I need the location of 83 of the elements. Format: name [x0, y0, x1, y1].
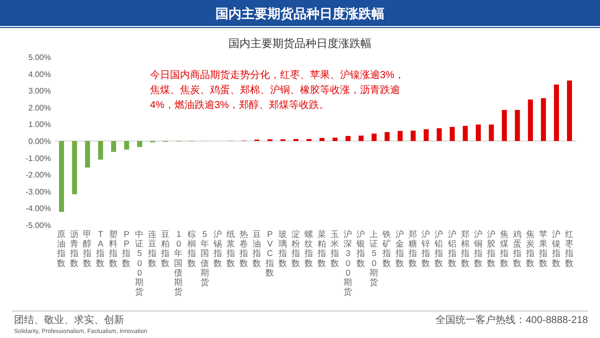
y-tick-label: 3.00%	[28, 86, 51, 96]
x-tick-label: 10年国债期货	[174, 229, 184, 297]
x-tick-label: PP指数	[121, 229, 132, 268]
x-tick-label: 铁矿指数	[382, 229, 392, 268]
x-tick-label: 豆粕指数	[160, 229, 170, 268]
x-tick-label: 纸浆指数	[225, 229, 236, 268]
bar	[372, 134, 377, 141]
bar	[85, 141, 90, 168]
x-tick-label: 棕榈指数	[186, 229, 196, 268]
bar	[358, 136, 364, 141]
y-tick-label: 2.00%	[28, 103, 51, 112]
x-tick-label: 菜粕指数	[316, 229, 327, 268]
bar	[502, 110, 507, 141]
bar	[476, 124, 481, 141]
bar	[424, 129, 429, 141]
bar	[410, 130, 416, 141]
bar	[332, 138, 338, 141]
y-tick-label: 5.00%	[28, 53, 51, 62]
y-tick-label: -1.00%	[26, 154, 51, 163]
x-tick-label: 淀粉指数	[290, 229, 300, 268]
bar	[98, 141, 104, 160]
x-tick-label: 塑料指数	[108, 229, 118, 268]
y-tick-label: -4.00%	[26, 204, 51, 214]
x-tick-label: 沪胶指数	[486, 229, 496, 268]
bar	[346, 136, 351, 141]
bar	[540, 98, 546, 141]
bar	[124, 141, 130, 150]
x-tick-label: 焦煤指数	[498, 229, 509, 268]
y-tick-label: -5.00%	[26, 221, 51, 230]
x-tick-label: 红枣指数	[564, 229, 574, 268]
x-tick-label: 沪银指数	[356, 229, 366, 268]
x-tick-label: 苹果指数	[538, 229, 548, 268]
bar	[488, 124, 494, 141]
bar	[462, 126, 468, 141]
bar	[59, 141, 64, 212]
y-tick-label: -2.00%	[26, 170, 51, 180]
x-tick-label: 沪镍指数	[550, 229, 561, 268]
x-tick-label: 沪锡指数	[212, 229, 222, 268]
bar	[554, 84, 559, 141]
y-tick-label: -3.00%	[26, 187, 51, 196]
x-tick-label: 连豆指数	[147, 229, 158, 268]
x-tick-label: 玉米指数	[330, 229, 340, 268]
x-tick-label: 原油指数	[56, 229, 66, 268]
x-tick-label: 沥青指数	[69, 229, 80, 268]
bar	[137, 141, 142, 148]
x-tick-label: 沪深300期货	[344, 229, 353, 297]
x-tick-label: 沪铜指数	[472, 229, 483, 268]
bar	[566, 80, 572, 141]
x-tick-label: 豆油指数	[251, 229, 262, 268]
x-tick-label: PVC指数	[264, 229, 274, 278]
x-tick-label: 玻璃指数	[277, 229, 288, 268]
x-tick-label: 螺纹指数	[303, 229, 314, 268]
chart-title: 国内主要期货品种日度涨跌幅	[216, 6, 384, 21]
bar	[72, 141, 78, 194]
x-tick-label: 中证500期货	[135, 229, 144, 297]
text: 全国统一客户热线：400-8888-218	[436, 314, 588, 326]
bar	[384, 132, 390, 141]
x-tick-label: 焦炭指数	[524, 229, 535, 268]
bar	[528, 100, 533, 141]
x-tick-label: 5年国债期货	[200, 229, 210, 287]
text: 团结、敬业、求实、创新	[14, 314, 124, 326]
x-tick-label: 沪铅指数	[434, 229, 444, 268]
x-tick-label: 鸡蛋指数	[512, 229, 522, 268]
x-tick-label: 上证50期货	[370, 229, 379, 287]
bar	[398, 130, 403, 141]
bar	[436, 128, 442, 141]
y-tick-label: 1.00%	[28, 120, 51, 130]
bar	[111, 141, 116, 152]
x-tick-label: 甲醇指数	[82, 229, 92, 268]
x-tick-label: 沪金指数	[394, 229, 405, 268]
x-tick-label: TA指数	[95, 229, 106, 268]
y-tick-label: 4.00%	[28, 70, 51, 79]
bar	[514, 110, 520, 141]
chart-subtitle: 国内主要期货品种日度涨跌幅	[228, 37, 372, 50]
x-tick-label: 热卷指数	[238, 229, 248, 268]
x-tick-label: 郑棉指数	[460, 229, 470, 268]
x-tick-label: 郑糖指数	[408, 229, 418, 268]
x-tick-label: 沪锌指数	[420, 229, 431, 268]
bar	[450, 126, 455, 141]
annotation: 今日国内商品期货走势分化，红枣、苹果、沪镍涨逾3%，焦煤、焦炭、鸡蛋、郑棉、沪铜、橡胶等收涨，沥青跌逾4%，燃油跌逾3%，郑醇、郑煤等收跌。	[150, 69, 404, 111]
x-tick-label: 沪铝指数	[446, 229, 457, 268]
y-tick-label: 0.00%	[28, 137, 51, 146]
bar	[320, 138, 325, 141]
